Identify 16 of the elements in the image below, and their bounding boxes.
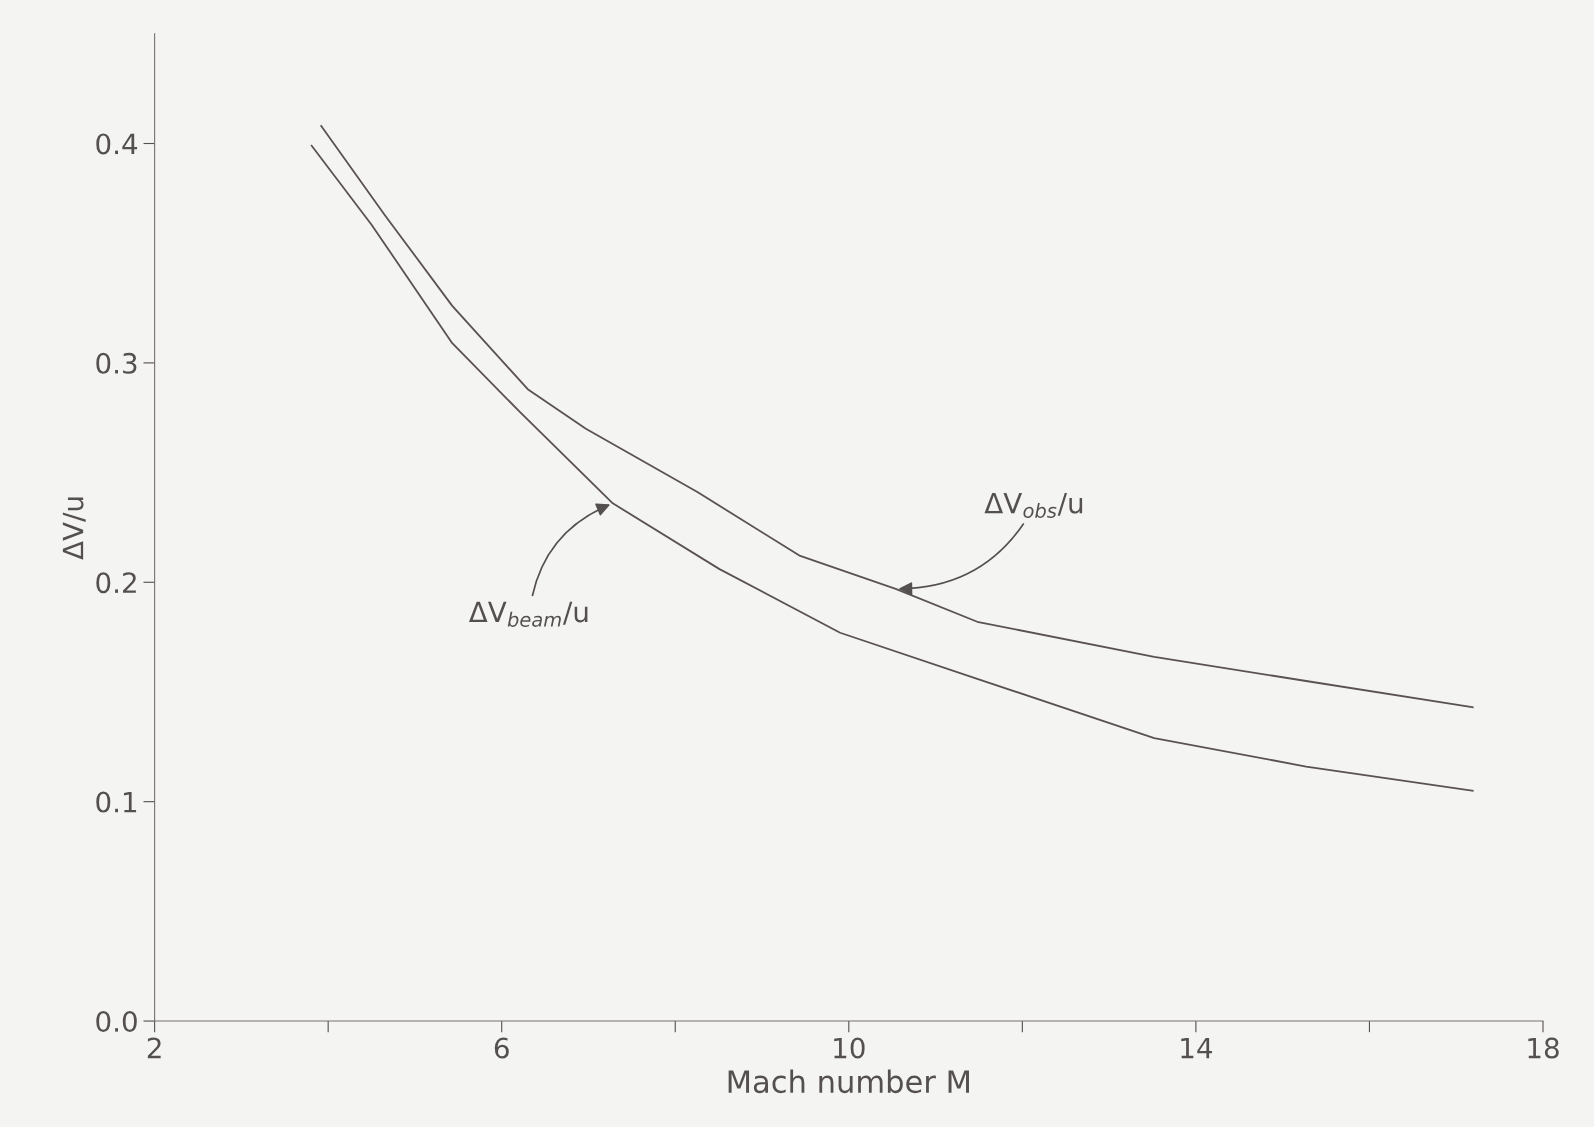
x-tick-label: 14 [1181,1037,1213,1059]
annotation: ΔV$_{obs}$/u [984,492,1083,518]
y-tick-label: 0.4 [96,133,138,155]
x-tick-label: 2 [147,1037,161,1059]
x-tick-label: 18 [1528,1037,1559,1059]
y-tick-label: 0.1 [96,791,137,813]
y-axis-title: ΔV/u [62,497,86,560]
line-series [320,125,1474,709]
y-tick-label: 0.0 [96,1011,137,1033]
y-tick-label: 0.2 [96,572,136,594]
x-axis-title: Mach number M [728,1069,969,1094]
annotation: ΔV$_{beam}$/u [468,601,588,627]
x-tick-label: 6 [494,1037,509,1059]
y-tick-label: 0.3 [96,352,137,374]
x-tick-label: 10 [834,1037,865,1059]
line-series [310,144,1474,792]
